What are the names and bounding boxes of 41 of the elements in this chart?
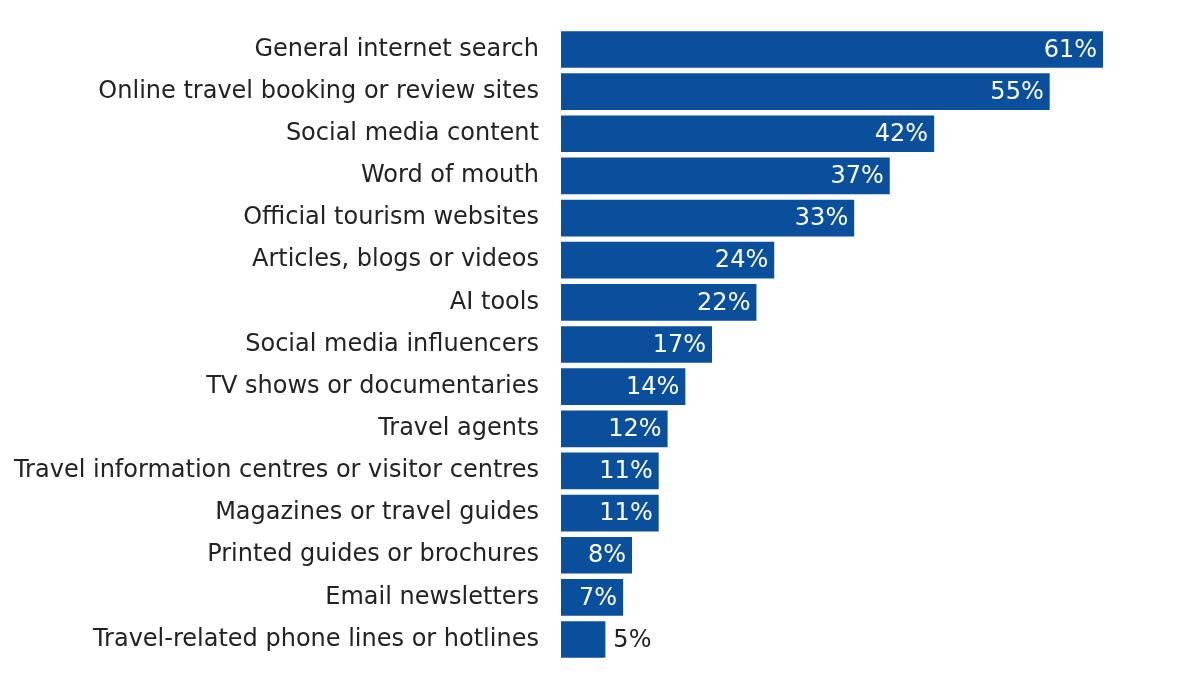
data-label: 24% xyxy=(714,245,769,274)
y-tick-label: Articles, blogs or videos xyxy=(251,244,539,273)
data-label: 37% xyxy=(830,161,884,190)
data-label: 14% xyxy=(626,371,680,400)
bar xyxy=(560,73,1050,110)
data-label: 5% xyxy=(613,624,652,653)
y-tick-label: TV shows or documentaries xyxy=(205,370,539,399)
data-label: 8% xyxy=(587,540,627,569)
y-tick-label: Travel agents xyxy=(377,413,539,442)
y-tick-label: Travel-related phone lines or hotlines xyxy=(91,623,539,652)
y-tick-label: Printed guides or brochures xyxy=(207,539,539,568)
data-label: 22% xyxy=(697,287,751,316)
y-tick-label: Official tourism websites xyxy=(243,202,539,231)
data-label: 12% xyxy=(608,414,662,443)
bar xyxy=(560,621,606,658)
y-tick-label: Magazines or travel guides xyxy=(215,497,539,526)
bar xyxy=(560,410,668,448)
y-tick-label: Social media content xyxy=(285,118,539,146)
y-tick-label: AI tools xyxy=(449,286,539,315)
data-label: 33% xyxy=(794,203,849,232)
y-tick-label: Social media influencers xyxy=(245,328,539,357)
y-tick-label: Word of mouth xyxy=(360,160,539,189)
data-label: 17% xyxy=(652,329,707,358)
data-label: 11% xyxy=(599,456,653,485)
y-tick-label: General internet search xyxy=(254,33,539,62)
bar xyxy=(560,115,935,153)
bar xyxy=(560,326,713,363)
bar xyxy=(560,241,775,279)
y-tick-label: Email newsletters xyxy=(325,581,539,610)
bar xyxy=(560,284,757,321)
y-tick-label: Travel information centres or visitor centres xyxy=(12,455,539,484)
bar xyxy=(560,368,686,405)
y-tick-label: Online travel booking or review sites xyxy=(98,75,539,104)
data-label: 61% xyxy=(1043,34,1098,63)
data-label: 7% xyxy=(579,582,618,611)
bar xyxy=(560,157,890,195)
data-label: 42% xyxy=(874,119,929,147)
bar xyxy=(560,31,1104,68)
data-label: 11% xyxy=(599,498,653,527)
data-label: 55% xyxy=(990,76,1044,105)
bar xyxy=(560,199,855,237)
